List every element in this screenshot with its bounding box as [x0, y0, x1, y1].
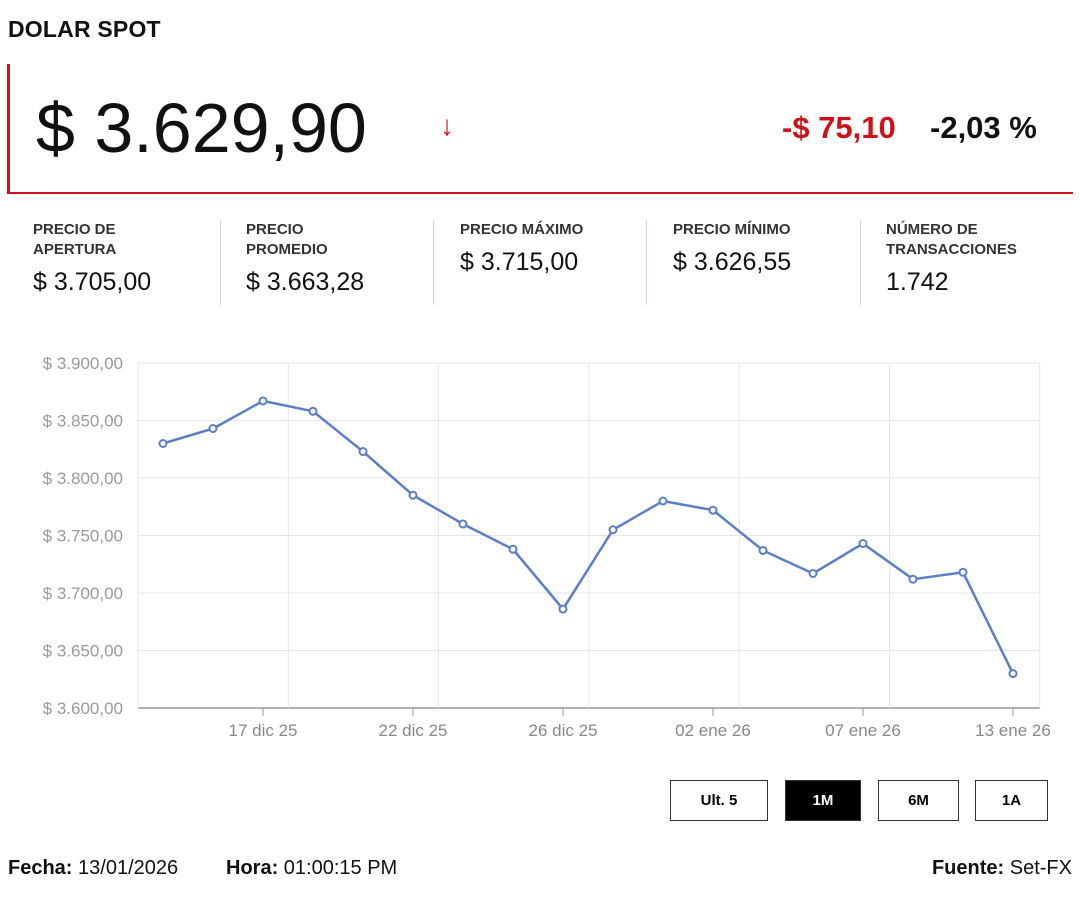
data-point — [858, 539, 868, 549]
stat-value: $ 3.705,00 — [33, 268, 152, 296]
price-box — [7, 64, 1073, 194]
x-tick-label: 02 ene 26 — [675, 721, 751, 740]
stat-value: 1.742 — [886, 268, 949, 296]
divider — [220, 220, 221, 305]
y-tick-label: $ 3.700,00 — [43, 584, 123, 603]
stat-minimo: PRECIO MÍNIMO $ 3.626,55 — [673, 220, 853, 277]
x-tick-label: 22 dic 25 — [379, 721, 448, 740]
x-tick-label: 07 ene 26 — [825, 721, 901, 740]
data-point — [508, 544, 518, 554]
stat-label: PRECIO MÍNIMO — [673, 221, 791, 238]
x-tick-label: 13 ene 26 — [975, 721, 1051, 740]
stat-value: $ 3.715,00 — [460, 248, 579, 276]
divider — [433, 220, 434, 305]
data-point — [758, 545, 768, 555]
stat-apertura: PRECIO DE APERTURA $ 3.705,00 — [33, 220, 213, 297]
data-point — [708, 505, 718, 515]
price-change: -$ 75,10 — [782, 110, 896, 145]
y-tick-label: $ 3.650,00 — [43, 642, 123, 661]
data-point — [308, 406, 318, 416]
x-tick-label: 17 dic 25 — [229, 721, 298, 740]
y-tick-label: $ 3.800,00 — [43, 469, 123, 488]
divider — [860, 220, 861, 305]
data-point — [958, 567, 968, 577]
stat-value: $ 3.663,28 — [246, 268, 365, 296]
series-line — [162, 399, 1015, 675]
data-point — [208, 424, 218, 434]
current-price: $ 3.629,90 — [36, 89, 367, 167]
price-chart[interactable]: $ 3.600,00 $ 3.650,00 $ 3.700,00 $ 3.750,00… — [0, 340, 1080, 750]
data-point — [908, 574, 918, 584]
range-ult5-button[interactable]: Ult. 5 — [670, 780, 768, 821]
data-point — [458, 519, 468, 529]
stat-transacciones: NÚMERO DE TRANSACCIONES 1.742 — [886, 220, 1066, 297]
hora: Hora: 01:00:15 PM — [226, 857, 397, 880]
stat-label: PRECIO PROMEDIO — [246, 221, 328, 258]
range-1a-button[interactable]: 1A — [975, 780, 1048, 821]
hora-label: Hora: — [226, 857, 279, 879]
hora-value: 01:00:15 PM — [283, 857, 398, 879]
data-point — [358, 447, 368, 457]
price-change-percent: -2,03 % — [930, 110, 1037, 145]
y-tick-label: $ 3.750,00 — [43, 527, 123, 546]
stat-value: $ 3.626,55 — [673, 248, 792, 276]
fuente: Fuente: Set-FX — [932, 857, 1072, 880]
data-point — [258, 396, 268, 406]
stat-label: NÚMERO DE TRANSACCIONES — [886, 221, 1017, 258]
range-6m-button[interactable]: 6M — [878, 780, 959, 821]
divider — [646, 220, 647, 305]
data-point — [558, 604, 568, 614]
data-point — [808, 568, 818, 578]
data-point — [1008, 669, 1018, 679]
y-tick-label: $ 3.600,00 — [43, 699, 123, 718]
data-point — [608, 525, 618, 535]
fuente-value: Set-FX — [1009, 857, 1072, 879]
arrow-down-icon: ↓ — [440, 110, 454, 141]
y-tick-label: $ 3.850,00 — [43, 412, 123, 431]
fecha-value: 13/01/2026 — [78, 857, 179, 879]
x-tick-label: 26 dic 25 — [529, 721, 598, 740]
data-point — [658, 496, 668, 506]
fuente-label: Fuente: — [931, 857, 1005, 879]
page-title: DOLAR SPOT — [8, 16, 161, 42]
fecha: Fecha: 13/01/2026 — [8, 857, 178, 880]
y-tick-label: $ 3.900,00 — [43, 354, 123, 373]
fecha-label: Fecha: — [8, 857, 73, 879]
stat-maximo: PRECIO MÁXIMO $ 3.715,00 — [460, 220, 640, 277]
data-point — [408, 490, 418, 500]
stat-label: PRECIO DE APERTURA — [33, 221, 117, 258]
data-point — [158, 439, 168, 448]
range-1m-button[interactable]: 1M — [785, 780, 861, 821]
stat-label: PRECIO MÁXIMO — [460, 221, 584, 238]
stat-promedio: PRECIO PROMEDIO $ 3.663,28 — [246, 220, 426, 297]
